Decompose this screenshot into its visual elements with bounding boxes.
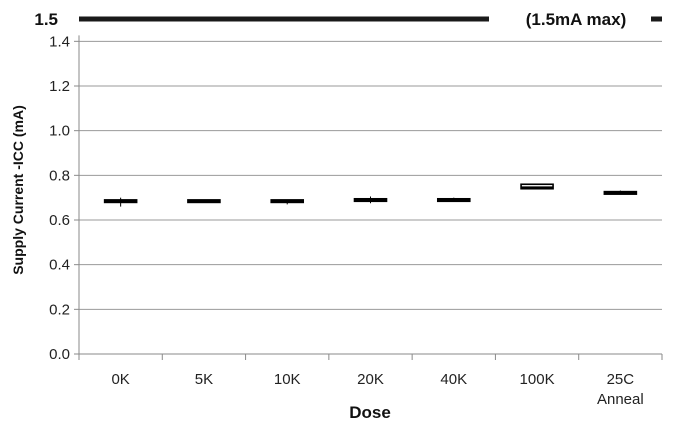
limit-annotation: (1.5mA max) <box>526 10 626 29</box>
x-tick-label: 20K <box>357 371 384 388</box>
x-axis-title: Dose <box>349 403 391 422</box>
box-25c <box>603 190 638 195</box>
y-axis-tick-labels: 0.0 0.2 0.4 0.6 0.8 1.0 1.2 1.4 <box>49 33 79 363</box>
y-tick-label: 0.0 <box>49 346 70 363</box>
x-tick-label: 10K <box>274 371 301 388</box>
x-tick-label: 25C <box>607 371 635 388</box>
y-tick-label: 1.0 <box>49 123 70 140</box>
y-tick-label: 0.6 <box>49 212 70 229</box>
y-axis-title: Supply Current -ICC (mA) <box>10 105 26 275</box>
x-tick-label: 5K <box>195 371 213 388</box>
box-100k <box>520 183 554 190</box>
y-tick-label: 0.2 <box>49 301 70 318</box>
y-tick-label: 0.4 <box>49 257 70 274</box>
gridlines <box>79 40 662 310</box>
x-tick-label: 100K <box>520 371 555 388</box>
x-tick-label: 0K <box>111 371 129 388</box>
x-axis-ticks: 0K 5K 10K 20K 40K 100K 25C Anneal <box>78 354 663 408</box>
box-40k <box>436 197 471 203</box>
box-0k <box>103 197 138 207</box>
x-tick-label: 40K <box>440 371 467 388</box>
box-10k <box>270 199 305 205</box>
box-20k <box>353 196 388 204</box>
y-tick-label: 0.8 <box>49 167 70 184</box>
limit-line-group: 1.5 (1.5mA max) <box>34 10 662 29</box>
box-series <box>103 183 638 207</box>
x-tick-label-line2: Anneal <box>597 391 644 408</box>
y-tick-label: 1.2 <box>49 78 70 95</box>
box-5k <box>187 199 221 204</box>
limit-value-label: 1.5 <box>34 10 58 29</box>
y-tick-label: 1.4 <box>49 33 70 50</box>
